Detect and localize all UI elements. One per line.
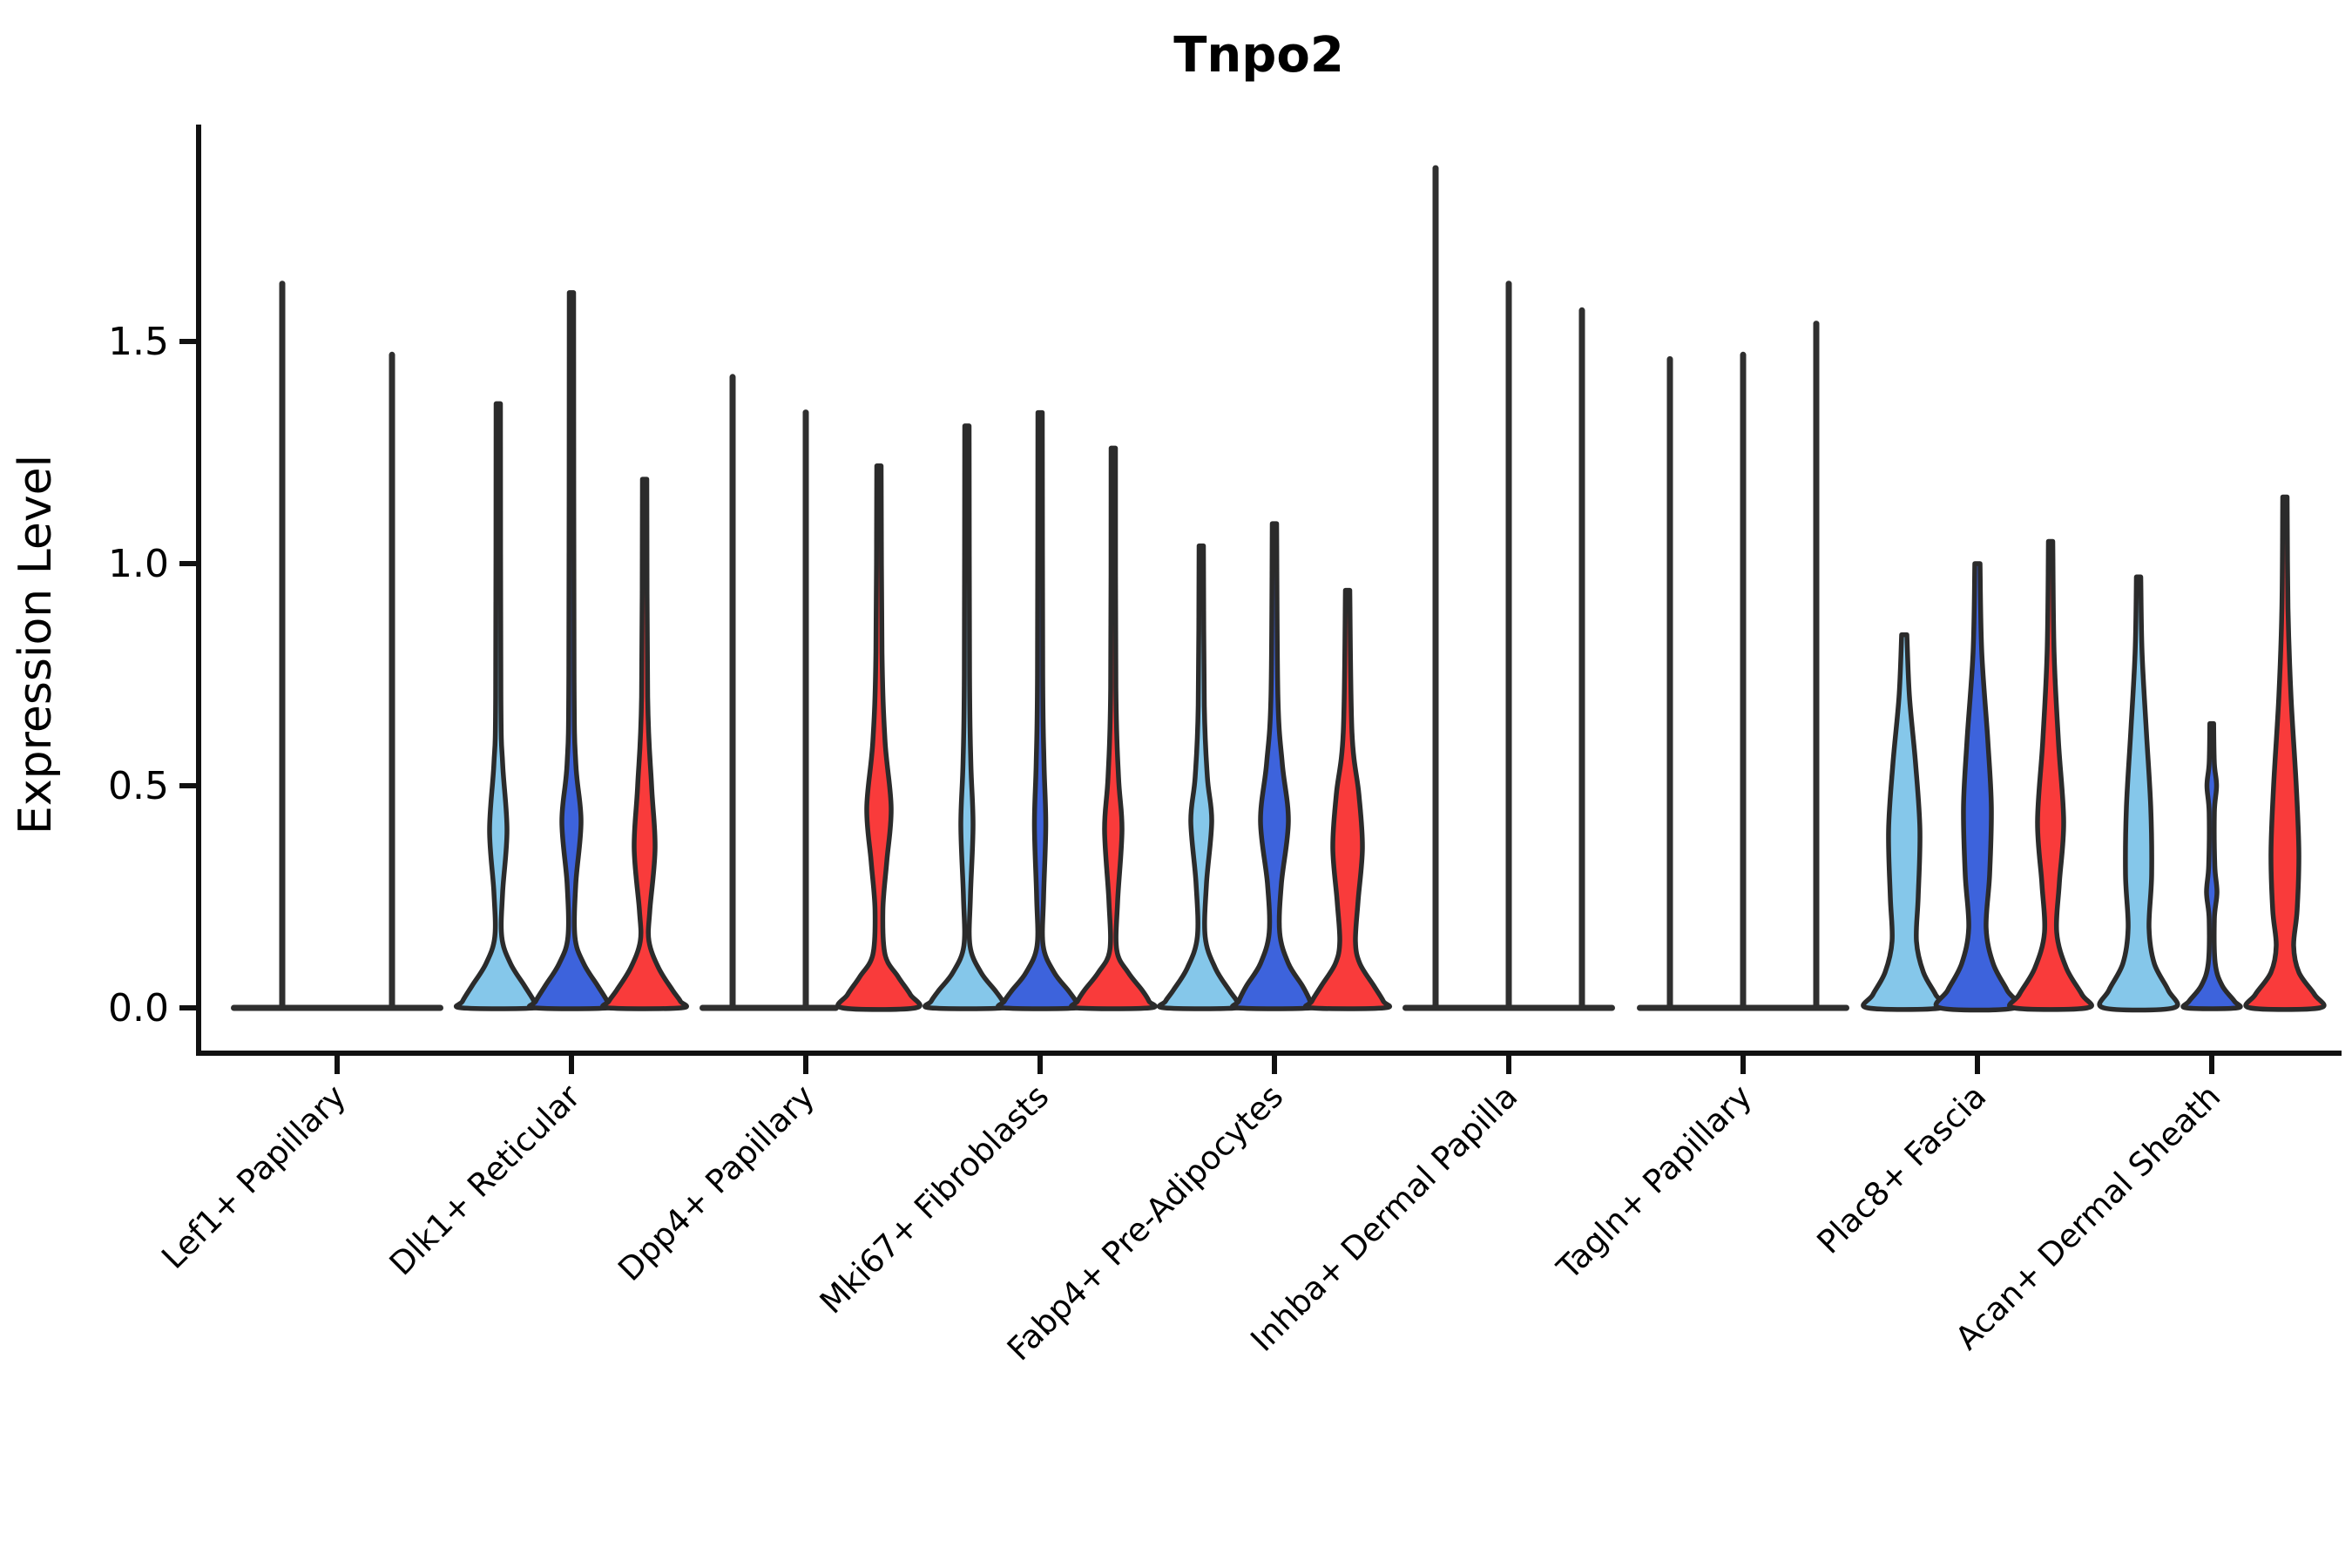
violin [1230,521,1319,1011]
x-tick-label: Dlk1+ Reticular [382,1077,588,1282]
collapsed-violin-baseline [700,1004,839,1011]
x-tick-label: Mki67+ Fibroblasts [813,1078,1057,1321]
violin [1157,543,1246,1011]
x-tick-label: Tagln+ Papillary [1550,1078,1760,1288]
violin [996,409,1085,1011]
violin-group: Acan+ Dermal Sheath [1948,494,2327,1357]
x-tick-label: Inhba+ Dermal Papilla [1243,1078,1524,1359]
chart-title: Tnpo2 [1173,27,1344,84]
violin-group: Fabp4+ Pre-Adipocytes [1000,521,1393,1368]
violin [1933,561,2022,1013]
violin [453,401,544,1011]
violin [2180,720,2243,1011]
violin-group: Plac8+ Fascia [1810,538,2094,1261]
collapsed-violin-baseline [231,1004,443,1011]
violin [2097,574,2180,1013]
x-tick-label: Plac8+ Fascia [1810,1078,1994,1261]
violin-group: Mki67+ Fibroblasts [813,409,1158,1321]
x-tick-label: Dpp4+ Papillary [611,1078,821,1288]
violin [526,290,617,1011]
violin [2007,538,2094,1012]
violin [1302,587,1393,1011]
violin-group: Dpp4+ Papillary [611,374,923,1288]
violin [923,423,1011,1011]
violin-group: Tagln+ Papillary [1550,321,1849,1288]
violin [1069,445,1158,1011]
violin [600,476,689,1011]
violin [1861,632,1948,1012]
x-tick-label: Acan+ Dermal Sheath [1948,1078,2227,1357]
x-tick-label: Fabp4+ Pre-Adipocytes [1000,1078,1290,1368]
y-tick-label: 1.5 [108,320,169,364]
violin-group: Inhba+ Dermal Papilla [1243,165,1615,1359]
x-tick-label: Lef1+ Papillary [154,1078,353,1276]
y-tick-label: 0.0 [108,986,169,1031]
y-tick-label: 0.5 [108,764,169,808]
y-tick-label: 1.0 [108,542,169,586]
violin [835,463,923,1012]
y-axis-label: Expression Level [10,455,62,835]
violin-group: Dlk1+ Reticular [382,290,689,1282]
violin [2243,494,2327,1012]
